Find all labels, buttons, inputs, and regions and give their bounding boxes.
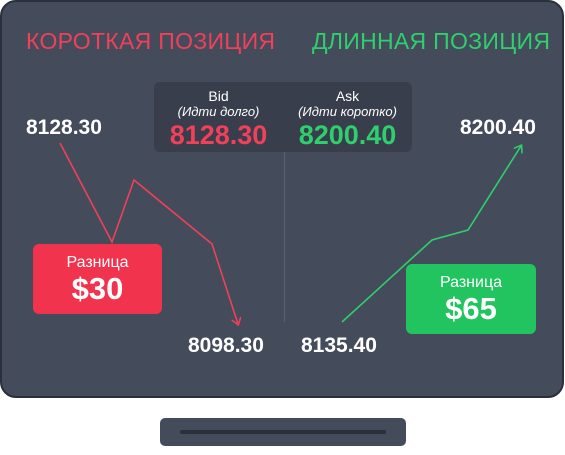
ask-sublabel: (Идти коротко) — [298, 104, 397, 119]
short-start-price: 8128.30 — [26, 116, 102, 139]
long-difference-badge: Разница $65 — [406, 264, 536, 334]
long-price-line — [341, 146, 521, 323]
long-position-heading: ДЛИННАЯ ПОЗИЦИЯ — [312, 28, 551, 54]
short-price-line — [59, 142, 238, 324]
monitor-screen: КОРОТКАЯ ПОЗИЦИЯ ДЛИННАЯ ПОЗИЦИЯ Bid (Ид… — [0, 0, 564, 398]
long-difference-label: Разница — [439, 274, 503, 291]
center-divider — [284, 152, 285, 322]
ask-quote: Ask (Идти коротко) 8200.40 — [283, 82, 412, 152]
bid-quote: Bid (Идти долго) 8128.30 — [154, 82, 283, 152]
short-end-price: 8098.30 — [188, 334, 264, 357]
quote-panel: Bid (Идти долго) 8128.30 Ask (Идти корот… — [154, 82, 412, 152]
price-lines — [59, 142, 564, 398]
short-difference-badge: Разница $30 — [33, 244, 162, 314]
bid-label: Bid — [208, 88, 229, 104]
ask-label: Ask — [335, 88, 360, 104]
long-difference-value: $65 — [445, 291, 497, 326]
monitor-stand-line — [180, 430, 386, 434]
long-end-price: 8200.40 — [460, 116, 536, 139]
bid-sublabel: (Идти долго) — [177, 104, 260, 119]
bid-value: 8128.30 — [169, 120, 268, 150]
short-position-heading: КОРОТКАЯ ПОЗИЦИЯ — [26, 28, 276, 54]
ask-value: 8200.40 — [298, 120, 397, 150]
short-difference-value: $30 — [71, 271, 124, 306]
long-start-price: 8135.40 — [301, 334, 377, 357]
short-difference-label: Разница — [66, 254, 129, 271]
